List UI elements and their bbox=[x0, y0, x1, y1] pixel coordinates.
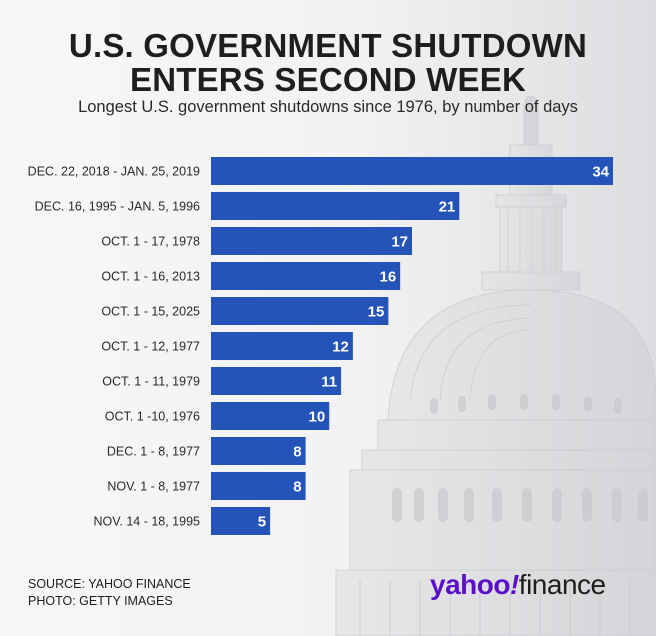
logo-yahoo-text: yahoo bbox=[430, 569, 510, 600]
logo-bang: ! bbox=[509, 569, 519, 600]
bar bbox=[211, 437, 306, 465]
logo-finance-text: finance bbox=[518, 569, 606, 600]
category-label: OCT. 1 - 15, 2025 bbox=[101, 305, 200, 319]
category-label: OCT. 1 - 12, 1977 bbox=[101, 340, 200, 354]
category-label: OCT. 1 - 16, 2013 bbox=[101, 270, 200, 284]
bar-value-label: 12 bbox=[332, 339, 349, 356]
bar-value-label: 10 bbox=[309, 409, 326, 426]
bar bbox=[211, 402, 330, 430]
bar-value-label: 16 bbox=[379, 269, 396, 286]
category-label: DEC. 1 - 8, 1977 bbox=[107, 445, 200, 459]
bar bbox=[211, 227, 412, 255]
chart-title-line-1: U.S. GOVERNMENT SHUTDOWN bbox=[68, 27, 588, 64]
photo-credit: PHOTO: GETTY IMAGES bbox=[28, 594, 173, 608]
category-label: NOV. 1 - 8, 1977 bbox=[107, 480, 200, 494]
bar bbox=[211, 192, 460, 220]
bar-value-label: 15 bbox=[368, 304, 385, 321]
bar bbox=[211, 472, 306, 500]
category-label: DEC. 22, 2018 - JAN. 25, 2019 bbox=[28, 165, 200, 179]
category-label: OCT. 1 - 17, 1978 bbox=[101, 235, 200, 249]
bar-value-label: 34 bbox=[592, 164, 609, 181]
category-label: OCT. 1 - 11, 1979 bbox=[102, 375, 200, 389]
source-credit: SOURCE: YAHOO FINANCE bbox=[28, 577, 191, 591]
chart-title-line-2: ENTERS SECOND WEEK bbox=[130, 61, 526, 98]
bar-value-label: 17 bbox=[391, 234, 408, 251]
chart-subtitle: Longest U.S. government shutdowns since … bbox=[78, 98, 578, 116]
bar-value-label: 8 bbox=[293, 479, 301, 496]
bar-value-label: 11 bbox=[321, 374, 337, 391]
category-label: NOV. 14 - 18, 1995 bbox=[93, 515, 200, 529]
bar bbox=[211, 507, 271, 535]
yahoo-finance-logo: yahoo!finance bbox=[430, 568, 606, 602]
category-label: DEC. 16, 1995 - JAN. 5, 1996 bbox=[35, 200, 200, 214]
bar bbox=[211, 332, 353, 360]
bar-value-label: 21 bbox=[439, 199, 456, 216]
bar bbox=[211, 297, 389, 325]
bar bbox=[211, 367, 342, 395]
bar bbox=[211, 262, 401, 290]
bar-value-label: 5 bbox=[258, 514, 266, 531]
category-label: OCT. 1 -10, 1976 bbox=[105, 410, 200, 424]
bar-value-label: 8 bbox=[293, 444, 301, 461]
bar bbox=[211, 157, 613, 185]
